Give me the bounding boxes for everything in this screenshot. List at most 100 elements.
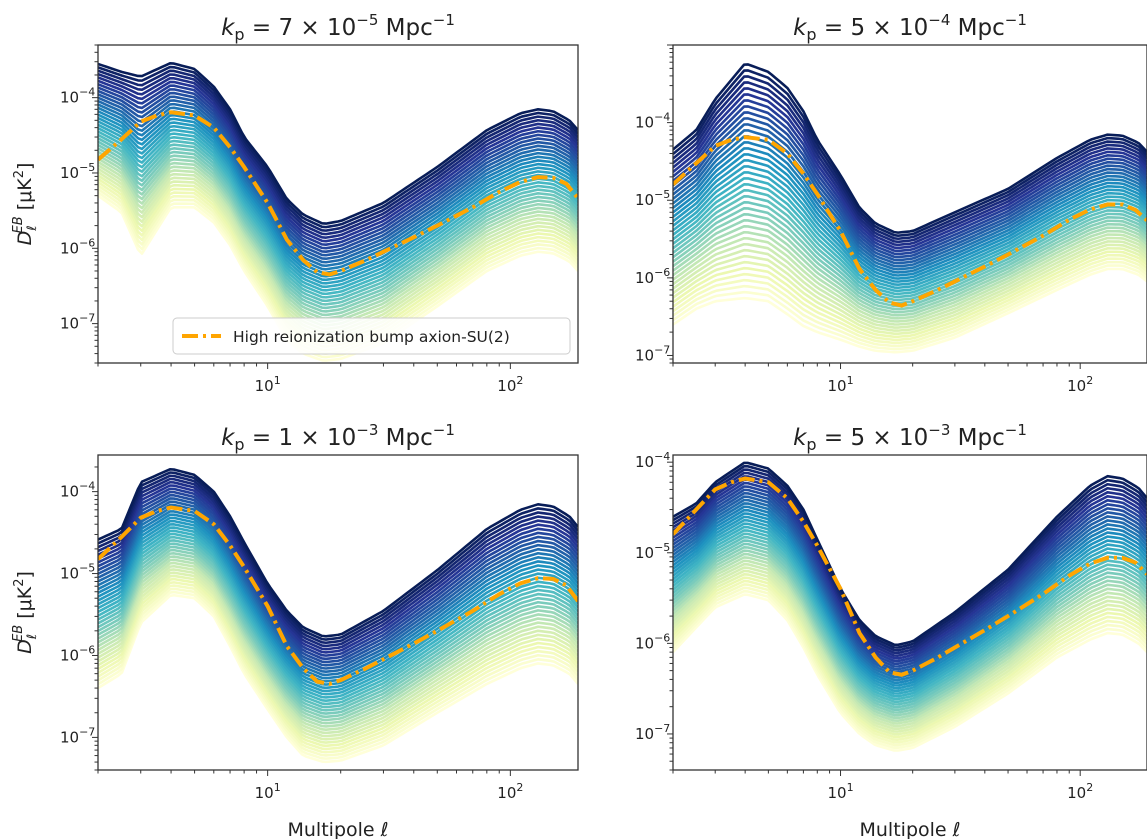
band-line xyxy=(673,247,1147,335)
chart-title-unit-exp: −1 xyxy=(1005,11,1027,29)
band-line xyxy=(98,86,578,250)
band-line xyxy=(673,559,1147,725)
band-line xyxy=(673,153,1147,280)
x-tick-label: 101 xyxy=(255,781,281,802)
x-tick-label: 101 xyxy=(827,374,853,395)
band-line xyxy=(98,590,578,760)
band-line xyxy=(98,584,578,754)
axes-frame xyxy=(97,454,579,771)
band-line xyxy=(98,154,578,320)
band-lines xyxy=(673,63,1147,354)
band-line xyxy=(673,556,1147,722)
band-line xyxy=(98,500,578,670)
band-line xyxy=(98,467,578,638)
band-line xyxy=(673,515,1147,690)
band-line xyxy=(673,589,1147,750)
y-tick-label: 10−6 xyxy=(635,631,670,652)
y-tick-label: 10−4 xyxy=(635,111,670,132)
band-line xyxy=(673,264,1147,351)
y-tick-label: 10−4 xyxy=(60,86,95,107)
y-tick-label: 10−5 xyxy=(635,541,670,562)
band-line xyxy=(673,63,1147,234)
band-line xyxy=(98,72,578,236)
y-axis-label: DℓEB [μK2] xyxy=(11,163,40,246)
band-line xyxy=(98,110,578,275)
band-line xyxy=(673,535,1147,706)
chart-title-unit-exp: −1 xyxy=(433,421,455,439)
band-line xyxy=(98,62,578,225)
band-line xyxy=(98,69,578,232)
chart-title: kp = 5 × 10−3 Mpc−1 xyxy=(793,421,1027,454)
band-line xyxy=(98,65,578,229)
band-line xyxy=(98,150,578,317)
band-line xyxy=(673,491,1147,671)
y-tick-label: 10−5 xyxy=(60,562,95,583)
band-line xyxy=(673,224,1147,317)
chart-title: kp = 7 × 10−5 Mpc−1 xyxy=(221,11,455,44)
band-line xyxy=(98,548,578,719)
band-line xyxy=(98,477,578,648)
band-line xyxy=(98,519,578,690)
band-line xyxy=(98,545,578,715)
band-line xyxy=(673,87,1147,247)
band-line xyxy=(673,545,1147,714)
x-tick-label: 102 xyxy=(497,374,523,395)
band-line xyxy=(98,535,578,706)
band-line xyxy=(673,229,1147,320)
band-line xyxy=(673,512,1147,687)
band-line xyxy=(673,260,1147,348)
chart-title-k: k xyxy=(221,15,236,41)
band-line xyxy=(673,525,1147,698)
y-tick-label: 10−6 xyxy=(60,643,95,664)
band-line xyxy=(673,243,1147,332)
chart-title-exp: −5 xyxy=(356,11,378,29)
band-line xyxy=(98,564,578,735)
chart-title-exp: −3 xyxy=(928,421,950,439)
band-line xyxy=(98,490,578,661)
band-line xyxy=(98,571,578,741)
band-line xyxy=(98,484,578,654)
axes-frame xyxy=(672,454,1147,771)
band-line xyxy=(98,99,578,264)
band-line xyxy=(673,495,1147,674)
x-tick-label: 102 xyxy=(1067,781,1093,802)
chart-title-unit-exp: −1 xyxy=(1005,421,1027,439)
band-line xyxy=(673,159,1147,283)
y-tick-label: 10−6 xyxy=(60,236,95,257)
chart-title-k: k xyxy=(793,425,808,451)
y-axis-label: DℓEB [μK2] xyxy=(11,571,40,654)
chart-title-value: = 7 × 10 xyxy=(245,15,357,41)
band-line xyxy=(673,99,1147,253)
band-line xyxy=(98,516,578,686)
band-line xyxy=(673,572,1147,736)
band-line xyxy=(673,583,1147,744)
band-line xyxy=(673,218,1147,314)
band-line xyxy=(98,593,578,764)
band-line xyxy=(673,171,1147,290)
band-line xyxy=(98,113,578,278)
band-line xyxy=(98,581,578,751)
chart-title-exp: −3 xyxy=(356,421,378,439)
band-line xyxy=(98,493,578,664)
band-line xyxy=(98,577,578,748)
band-line xyxy=(673,566,1147,731)
reference-curve xyxy=(673,476,1147,677)
band-line xyxy=(673,576,1147,739)
band-line xyxy=(673,532,1147,704)
band-line xyxy=(98,83,578,246)
band-line xyxy=(673,129,1147,268)
band-line xyxy=(673,518,1147,693)
reference-curve xyxy=(98,505,578,686)
band-line xyxy=(98,561,578,731)
band-line xyxy=(673,141,1147,274)
band-line xyxy=(673,586,1147,747)
band-line xyxy=(673,485,1147,666)
band-line xyxy=(673,579,1147,741)
band-line xyxy=(673,123,1147,265)
band-line xyxy=(98,116,578,282)
y-tick-label: 10−7 xyxy=(635,722,670,743)
chart-panel-2: kp = 5 × 10−4 Mpc−1 101 102 10−4 10−5 10−6 10−… xyxy=(635,11,1147,395)
band-line xyxy=(98,96,578,261)
band-line xyxy=(673,539,1147,709)
chart-panel-3: kp = 1 × 10−3 Mpc−1 101 102 10−4 10−5 10−6 10−… xyxy=(11,421,579,839)
